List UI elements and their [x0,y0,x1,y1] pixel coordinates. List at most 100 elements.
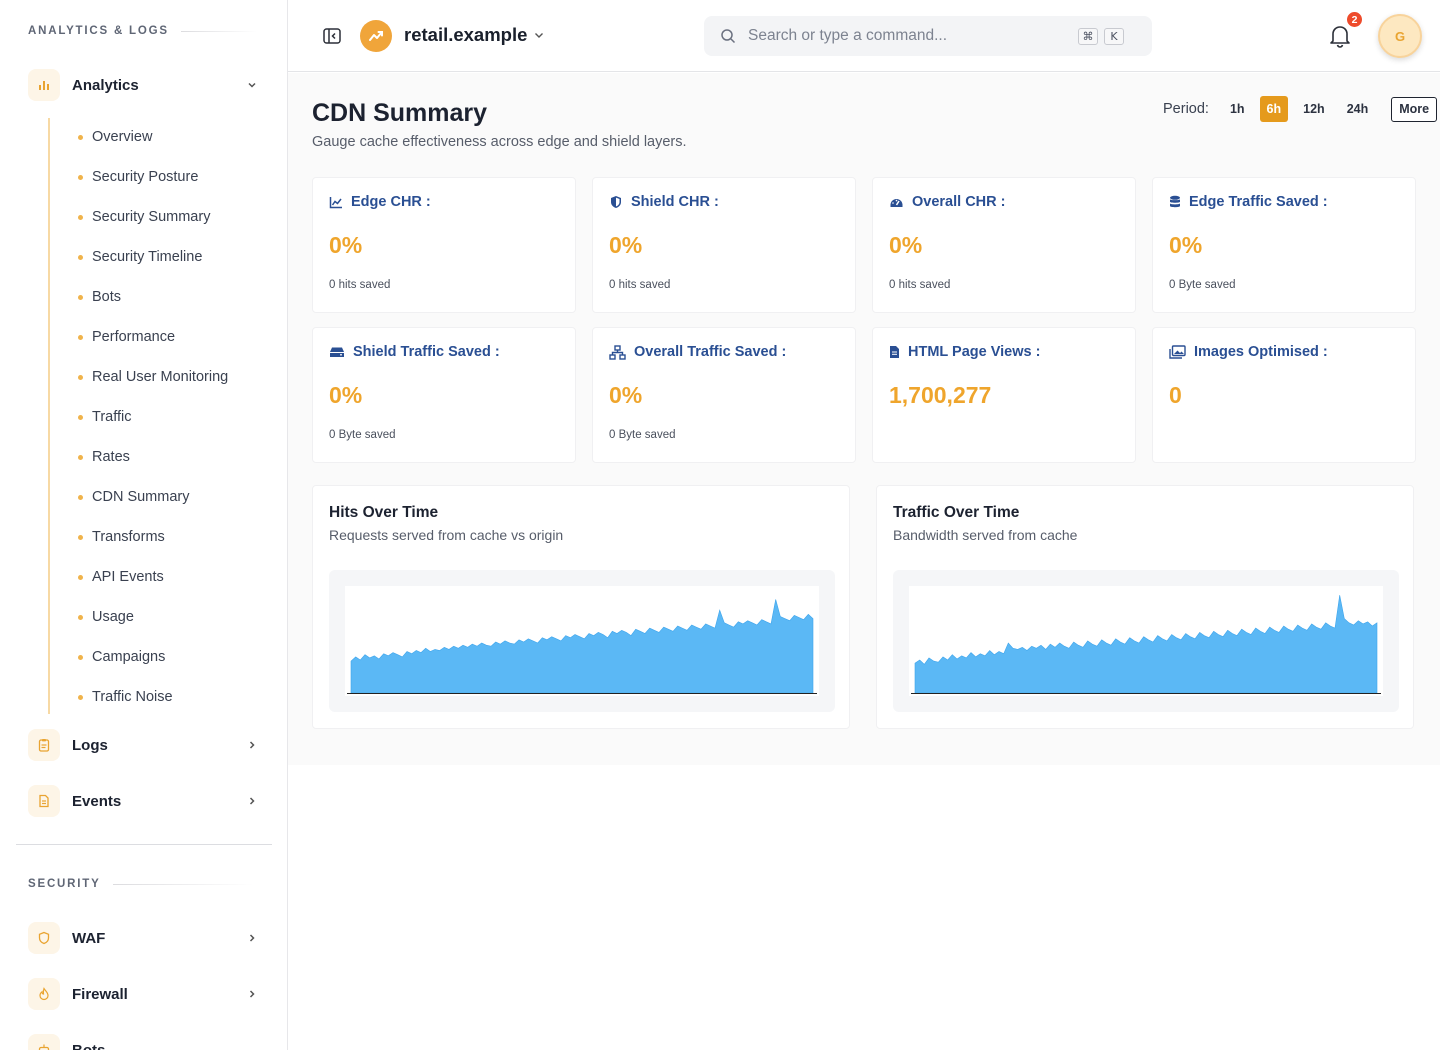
stat-label: Shield CHR : [631,194,719,210]
bullet-dot [78,174,83,180]
stat-card-overall-traffic-saved: Overall Traffic Saved : 0% 0 Byte saved [592,327,856,463]
hits-over-time-card: Hits Over Time Requests served from cach… [312,485,850,729]
stat-card-overall-chr: Overall CHR : 0% 0 hits saved [872,177,1136,313]
page-title: CDN Summary [312,99,488,127]
series-area [914,595,1378,694]
site-selector[interactable]: retail.example [404,24,545,46]
search-input[interactable] [748,27,1078,45]
sidebar-item-security-timeline[interactable]: Security Timeline [78,245,202,269]
section-header-analytics: ANALYTICS & LOGS [28,25,257,37]
sidebar-item-rates[interactable]: Rates [78,445,130,469]
chevron-right-icon [244,930,260,946]
sidebar-item-label: API Events [92,569,164,585]
nav-group-analytics[interactable]: Analytics [28,69,260,101]
sidebar-item-security-posture[interactable]: Security Posture [78,165,198,189]
user-avatar[interactable]: G [1378,14,1422,58]
chevron-down-icon [535,33,544,38]
sidebar-item-api-events[interactable]: API Events [78,565,164,589]
nav-group-events[interactable]: Events [28,785,260,817]
sidebar-item-overview[interactable]: Overview [78,125,152,149]
stat-subtext: 0 hits saved [329,279,391,291]
stat-value: 1,700,277 [889,382,992,408]
section-header-security: SECURITY [28,878,253,890]
chevron-right-icon [244,793,260,809]
stat-card-shield-traffic-saved: Shield Traffic Saved : 0% 0 Byte saved [312,327,576,463]
nav-group-label: Events [72,792,122,810]
stat-label: HTML Page Views : [908,344,1041,360]
sidebar-item-traffic[interactable]: Traffic [78,405,131,429]
search-bar[interactable]: ⌘ K [704,16,1152,56]
section-label: SECURITY [28,878,101,890]
database-icon [1170,195,1180,208]
hits-area-chart[interactable] [345,586,819,696]
sidebar-item-transforms[interactable]: Transforms [78,525,165,549]
site-name: retail.example [404,24,528,45]
bot-icon [28,1034,60,1050]
period-6h-button[interactable]: 6h [1259,96,1289,122]
stat-title: Overall CHR : [889,194,1005,210]
bullet-dot [78,574,83,580]
page-subtitle: Gauge cache effectiveness across edge an… [312,134,687,150]
stat-card-edge-traffic-saved: Edge Traffic Saved : 0% 0 Byte saved [1152,177,1416,313]
period-label: Period: [1163,101,1209,117]
more-periods-button[interactable]: More [1391,96,1438,122]
nav-group-waf[interactable]: WAF [28,922,260,954]
stat-value: 0% [609,232,643,258]
stat-subtext: 0 hits saved [609,279,671,291]
stat-card-shield-chr: Shield CHR : 0% 0 hits saved [592,177,856,313]
sidebar-item-label: CDN Summary [92,489,190,505]
stat-card-html-page-views: HTML Page Views : 1,700,277 [872,327,1136,463]
sidebar-item-usage[interactable]: Usage [78,605,134,629]
stat-card-edge-chr: Edge CHR : 0% 0 hits saved [312,177,576,313]
bullet-dot [78,534,83,540]
traffic-over-time-card: Traffic Over Time Bandwidth served from … [876,485,1414,729]
sidebar-item-campaigns[interactable]: Campaigns [78,645,165,669]
stat-value: 0% [1169,232,1203,258]
shield-icon [28,922,60,954]
stat-title: Shield Traffic Saved : [329,344,500,360]
bullet-dot [78,494,83,500]
nav-group-bots[interactable]: Bots [28,1034,260,1050]
stat-title: HTML Page Views : [889,344,1040,360]
stat-value: 0 [1169,382,1182,408]
chevron-right-icon [244,986,260,1002]
notification-bell-icon[interactable] [1325,21,1355,51]
command-key-icon: ⌘ [1078,27,1098,45]
sidebar-item-traffic-noise[interactable]: Traffic Noise [78,685,173,709]
notification-badge: 2 [1345,10,1364,29]
stat-value: 0% [609,382,643,408]
nav-group-label: WAF [72,929,106,947]
nav-group-label: Bots [72,1041,106,1050]
bar-chart-icon [28,69,60,101]
stat-value: 0% [889,232,923,258]
sidebar-item-performance[interactable]: Performance [78,325,175,349]
sidebar-item-real-user-monitoring[interactable]: Real User Monitoring [78,365,228,389]
sidebar-item-label: Overview [92,129,153,145]
period-1h-button[interactable]: 1h [1229,102,1245,116]
divider [180,30,257,32]
sidebar-divider [16,844,272,845]
sidebar-item-label: Bots [92,289,122,305]
sidebar-item-bots[interactable]: Bots [78,285,121,309]
sidebar-toggle-icon[interactable] [320,24,344,48]
stat-title: Images Optimised : [1169,344,1328,360]
document-icon [890,346,899,358]
chart-title: Traffic Over Time [893,504,1020,521]
traffic-area-chart[interactable] [909,586,1383,696]
stat-title: Overall Traffic Saved : [609,344,786,360]
shortcut-key: K [1104,27,1124,45]
nav-group-firewall[interactable]: Firewall [28,978,260,1010]
sidebar-item-cdn-summary[interactable]: CDN Summary [78,485,189,509]
stat-label: Overall CHR : [912,194,1006,210]
sidebar-item-label: Campaigns [92,649,166,665]
flame-icon [28,978,60,1010]
period-12h-button[interactable]: 12h [1303,102,1325,116]
chart-area [329,570,835,712]
stat-value: 0% [329,382,363,408]
sidebar-item-security-summary[interactable]: Security Summary [78,205,210,229]
nav-group-logs[interactable]: Logs [28,729,260,761]
stat-subtext: 0 hits saved [889,279,951,291]
period-24h-button[interactable]: 24h [1346,102,1369,116]
stat-title: Edge CHR : [329,194,431,210]
sidebar-item-label: Traffic [92,409,132,425]
